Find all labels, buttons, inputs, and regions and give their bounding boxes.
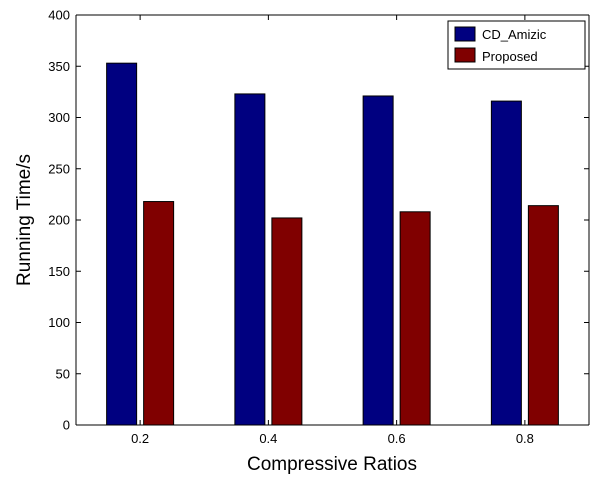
bar-proposed-0.4 [271,217,303,426]
x-tick-label-0.6: 0.6 [388,431,406,446]
y-tick-label-400: 400 [48,8,70,23]
legend-label-cd-amizic: CD_Amizic [482,27,547,42]
bar-proposed-0.8 [527,205,559,426]
y-tick-label-50: 50 [56,366,70,381]
bar-cd-amizic-0.8 [490,100,522,426]
y-tick-label-250: 250 [48,161,70,176]
y-tick-label-100: 100 [48,315,70,330]
bar-cd-amizic-0.2 [106,62,138,426]
y-tick-label-200: 200 [48,213,70,228]
x-tick-label-0.2: 0.2 [131,431,149,446]
x-tick-label-0.4: 0.4 [259,431,277,446]
legend-label-proposed: Proposed [482,49,538,64]
y-tick-label-350: 350 [48,59,70,74]
legend: CD_Amizic Proposed [447,20,586,70]
legend-swatch-cd-amizic [454,26,476,42]
ticks-layer: 0 50 100 150 200 250 300 350 400 0.2 0.4 0.6 0.8 [48,8,589,446]
x-tick-label-0.8: 0.8 [516,431,534,446]
y-tick-label-150: 150 [48,264,70,279]
bars-layer [106,62,559,426]
legend-swatch-proposed [454,47,476,63]
bar-proposed-0.2 [143,201,175,426]
bar-cd-amizic-0.4 [234,93,266,426]
y-axis-label: Running Time/s [14,154,35,286]
y-tick-label-0: 0 [63,418,70,433]
x-axis-label: Compressive Ratios [247,454,417,475]
bar-proposed-0.6 [399,211,431,426]
y-tick-label-300: 300 [48,110,70,125]
bar-cd-amizic-0.6 [362,95,394,426]
